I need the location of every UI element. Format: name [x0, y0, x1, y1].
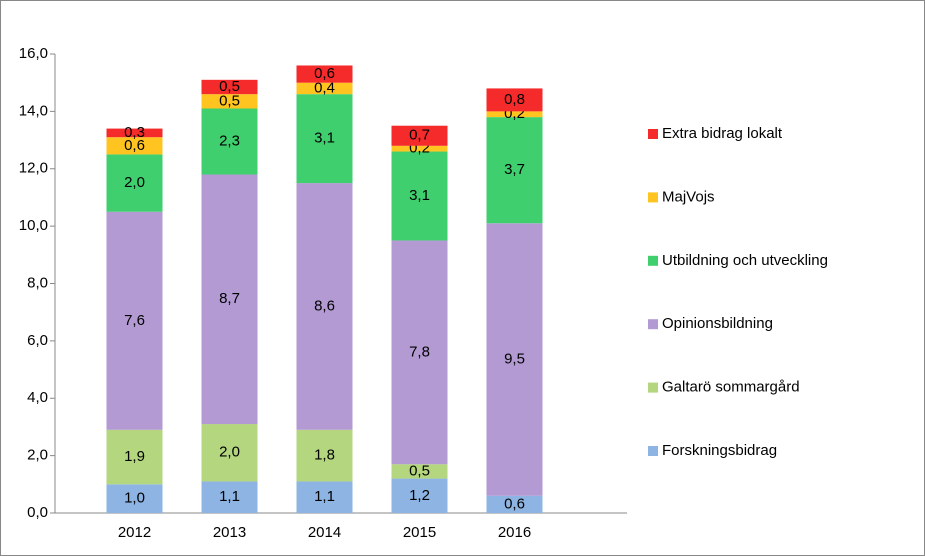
legend-label: Extra bidrag lokalt	[662, 125, 783, 142]
value-label: 8,7	[219, 290, 240, 307]
y-tick-label: 6,0	[27, 332, 48, 349]
bar-segment	[391, 145, 448, 152]
value-label: 0,3	[124, 124, 145, 141]
legend-swatch	[648, 382, 658, 393]
value-label: 0,5	[409, 462, 430, 479]
value-label: 1,1	[314, 488, 335, 505]
y-tick-label: 0,0	[27, 504, 48, 521]
value-label: 7,6	[124, 312, 145, 329]
legend-label: MajVojs	[662, 188, 715, 205]
y-tick-label: 14,0	[19, 102, 48, 119]
value-label: 0,8	[504, 91, 525, 108]
value-label: 8,6	[314, 297, 335, 314]
legend-swatch	[648, 129, 658, 139]
bar-segment	[296, 429, 353, 482]
bar-segment	[201, 174, 258, 425]
value-label: 0,6	[504, 495, 525, 512]
value-label: 1,1	[219, 488, 240, 505]
legend-swatch	[648, 446, 658, 456]
value-label: 2,0	[124, 174, 145, 191]
value-label: 3,1	[409, 187, 430, 204]
value-label: 0,7	[409, 127, 430, 144]
value-label: 7,8	[409, 343, 430, 360]
value-label: 0,6	[314, 65, 335, 82]
bar-segment	[201, 424, 258, 482]
legend-swatch	[648, 319, 658, 330]
value-label: 1,8	[314, 447, 335, 464]
bar-segment	[486, 495, 543, 513]
bar-segment	[391, 464, 448, 479]
value-label: 9,5	[504, 350, 525, 367]
bar-segment	[391, 125, 448, 146]
x-tick-label: 2015	[403, 524, 436, 541]
bar-segment	[391, 240, 448, 465]
legend-label: Opinionsbildning	[662, 315, 773, 332]
value-label: 0,5	[219, 78, 240, 95]
bar-segment	[486, 117, 543, 224]
bar-segment	[296, 94, 353, 184]
bar-segment	[296, 183, 353, 430]
value-label: 3,7	[504, 161, 525, 178]
legend-label: Forskningsbidrag	[662, 442, 777, 459]
x-tick-label: 2014	[308, 524, 341, 541]
bar-segment	[106, 429, 163, 485]
bar-segment	[296, 82, 353, 95]
bar-segment	[391, 151, 448, 241]
value-label: 2,3	[219, 132, 240, 149]
bar-segment	[201, 94, 258, 109]
y-tick-label: 16,0	[19, 45, 48, 62]
y-tick-label: 2,0	[27, 447, 48, 464]
y-tick-label: 8,0	[27, 274, 48, 291]
bar-segment	[201, 108, 258, 175]
bar-segment	[201, 79, 258, 95]
bar-segment	[106, 211, 163, 430]
value-label: 1,0	[124, 490, 145, 507]
y-tick-label: 4,0	[27, 389, 48, 406]
legend-swatch	[648, 255, 658, 266]
value-label: 2,0	[219, 444, 240, 461]
bar-segment	[106, 137, 163, 155]
x-tick-label: 2016	[498, 524, 531, 541]
value-label: 3,1	[314, 130, 335, 147]
value-label: 1,9	[124, 448, 145, 465]
y-tick-label: 10,0	[19, 217, 48, 234]
value-label: 0,4	[314, 79, 335, 96]
bar-segment	[106, 484, 163, 513]
value-label: 0,6	[124, 137, 145, 154]
bar-segment	[296, 481, 353, 513]
bar-segment	[486, 111, 543, 118]
bar-segment	[106, 128, 163, 138]
legend-swatch	[648, 192, 658, 203]
x-tick-label: 2012	[118, 524, 151, 541]
bar-segment	[391, 478, 448, 513]
legend-label: Galtarö sommargård	[662, 379, 800, 396]
bar-segment	[201, 481, 258, 513]
value-label: 1,2	[409, 487, 430, 504]
bar-segment	[486, 223, 543, 496]
bar-segment	[296, 65, 353, 83]
x-tick-label: 2013	[213, 524, 246, 541]
legend-label: Utbildning och utveckling	[662, 252, 828, 269]
value-label: 0,5	[219, 92, 240, 109]
bar-segment	[486, 88, 543, 112]
bar-segment	[106, 154, 163, 212]
y-tick-label: 12,0	[19, 160, 48, 177]
